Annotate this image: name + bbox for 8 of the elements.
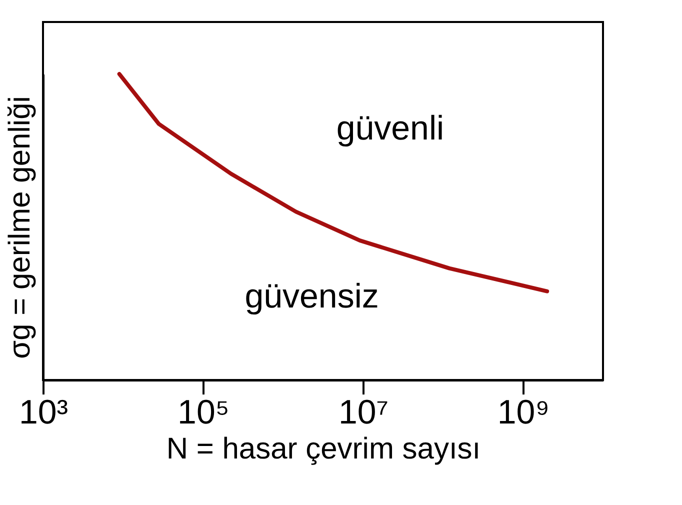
annotation: güvensiz <box>244 278 379 316</box>
x-tick-label: 10⁷ <box>338 394 389 432</box>
x-tick-label: 10³ <box>18 394 68 432</box>
x-tick-label: 10⁵ <box>178 394 230 432</box>
x-tick-label: 10⁹ <box>497 394 550 432</box>
annotation: güvenli <box>336 109 444 148</box>
x-axis-title: N = hasar çevrim sayısı <box>166 432 481 466</box>
y-axis-title: σg = gerilme genliği <box>4 96 36 359</box>
